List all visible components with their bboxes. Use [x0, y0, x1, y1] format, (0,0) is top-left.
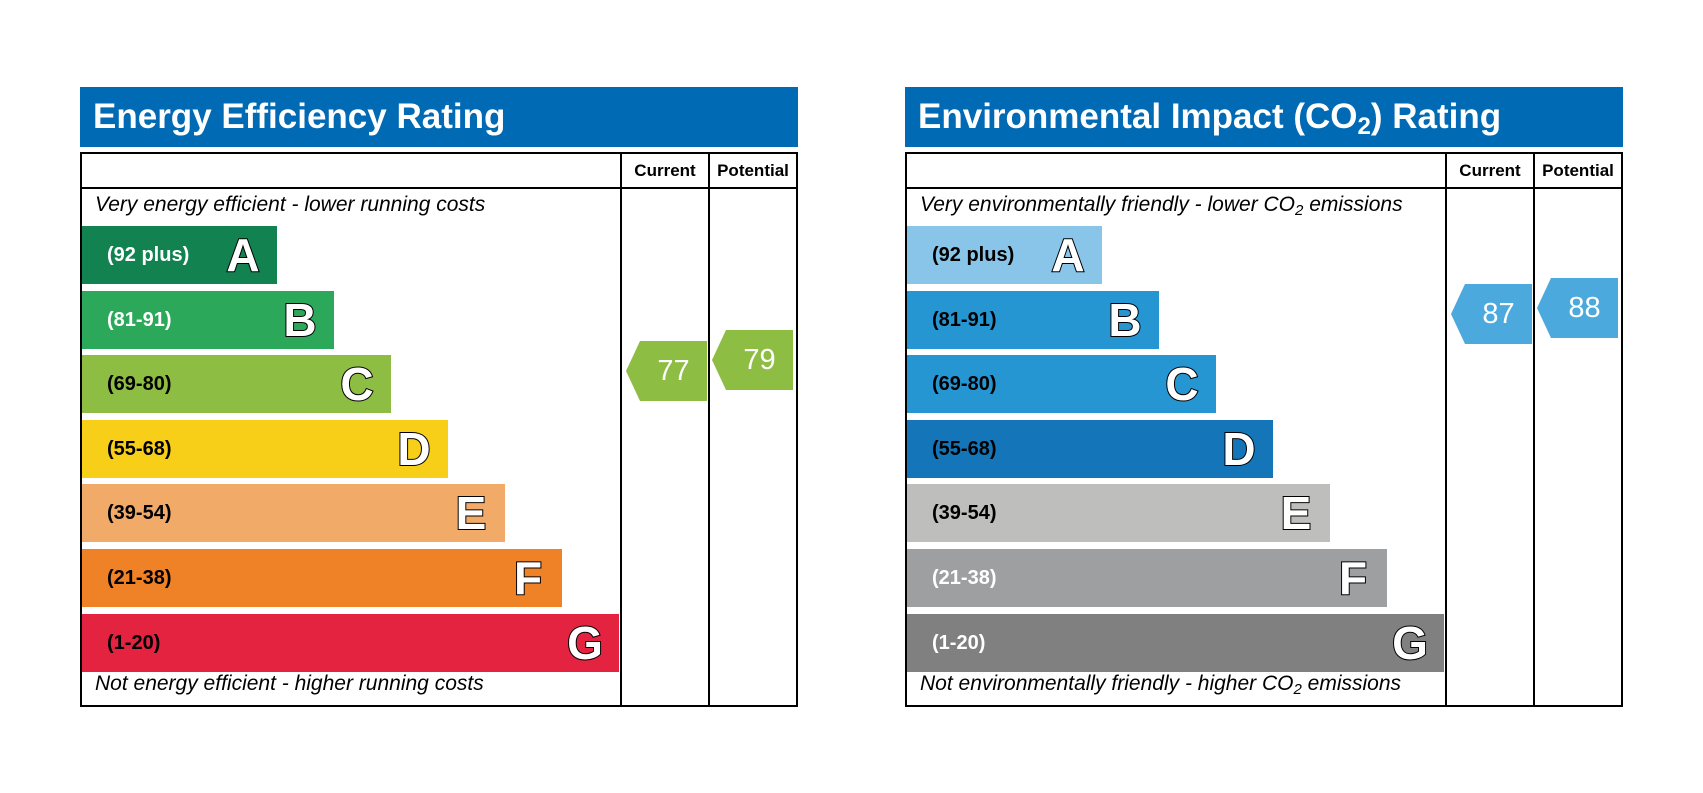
band-letter-text: D	[1222, 423, 1255, 475]
bottom-note: Not environmentally friendly - higher CO…	[920, 672, 1402, 698]
column-header-potential: Potential	[717, 161, 789, 180]
column-header-potential: Potential	[1542, 161, 1614, 180]
column-divider-potential	[1533, 152, 1535, 707]
band-letter: D	[1221, 422, 1256, 476]
band-letter: A	[1050, 228, 1085, 282]
pointer-arrow-shape	[626, 341, 707, 402]
band-letter: D	[396, 422, 431, 476]
energy-efficiency-chart: Energy Efficiency Rating Current Potenti…	[80, 87, 798, 707]
column-divider-current	[620, 152, 622, 707]
band-letter: F	[513, 551, 543, 605]
column-divider-potential	[708, 152, 710, 707]
band-letter: B	[282, 293, 317, 347]
band-letter: G	[566, 616, 604, 670]
potential-rating-pointer: 88	[1537, 278, 1618, 338]
band-letter-text: C	[1165, 358, 1198, 410]
band-letter-text: G	[567, 617, 603, 669]
band-c: (69-80) C	[907, 355, 1216, 414]
pointer-arrow-shape	[712, 330, 793, 391]
band-b: (81-91) B	[82, 290, 334, 349]
band-range-label: (81-91)	[932, 308, 997, 331]
band-letter-text: E	[456, 487, 487, 539]
band-b: (81-91) B	[907, 290, 1159, 349]
band-letter-text: D	[397, 423, 430, 475]
band-range-label: (39-54)	[107, 502, 172, 525]
band-e: (39-54) E	[907, 484, 1330, 543]
band-letter: C	[1164, 357, 1199, 411]
band-letter: E	[455, 486, 488, 540]
pointer-arrow-shape	[1537, 278, 1618, 338]
current-rating-value: 77	[657, 355, 690, 388]
band-letter-text: F	[1339, 552, 1367, 604]
pointer-arrow-shape	[1451, 283, 1532, 344]
band-letter: B	[1107, 293, 1142, 347]
current-rating-value: 87	[1482, 297, 1515, 330]
band-range-label: (55-68)	[932, 437, 997, 460]
band-c: (69-80) C	[82, 355, 391, 414]
chart-frame	[905, 152, 1623, 707]
band-range-label: (81-91)	[107, 308, 172, 331]
column-divider-current	[1445, 152, 1447, 707]
band-letter: E	[1280, 486, 1313, 540]
chart-title: Energy Efficiency Rating	[80, 87, 798, 147]
band-f: (21-38) F	[907, 549, 1387, 607]
band-range-label: (1-20)	[107, 631, 161, 654]
environmental-impact-chart: Environmental Impact (CO2) Rating Curren…	[905, 87, 1623, 707]
column-header-current: Current	[1459, 161, 1521, 180]
band-d: (55-68) D	[907, 419, 1273, 478]
band-d: (55-68) D	[82, 419, 448, 478]
band-letter: C	[339, 357, 374, 411]
band-letter-text: B	[283, 294, 316, 346]
band-range-label: (39-54)	[932, 502, 997, 525]
band-g: (1-20) G	[82, 613, 619, 672]
band-a: (92 plus) A	[82, 226, 277, 284]
chart-frame	[80, 152, 798, 707]
top-note: Very environmentally friendly - lower CO…	[920, 193, 1403, 219]
potential-rating-value: 79	[743, 344, 776, 377]
chart-title: Environmental Impact (CO2) Rating	[905, 87, 1623, 147]
current-rating-pointer: 87	[1451, 283, 1532, 344]
header-divider	[80, 187, 798, 189]
band-e: (39-54) E	[82, 484, 505, 543]
band-range-label: (69-80)	[107, 373, 172, 396]
band-range-label: (21-38)	[107, 567, 172, 589]
band-letter-text: B	[1108, 294, 1141, 346]
current-rating-pointer: 77	[626, 341, 707, 402]
band-a: (92 plus) A	[907, 226, 1102, 284]
band-range-label: (21-38)	[932, 567, 997, 589]
band-letter-text: E	[1281, 487, 1312, 539]
band-range-label: (55-68)	[107, 437, 172, 460]
band-range-label: (92 plus)	[932, 244, 1015, 266]
band-letter-text: A	[226, 229, 259, 281]
column-header-current: Current	[634, 161, 696, 180]
band-letter: F	[1338, 551, 1368, 605]
band-letter: A	[225, 228, 260, 282]
band-letter-text: G	[1392, 617, 1428, 669]
header-divider	[905, 187, 1623, 189]
band-letter-text: C	[340, 358, 373, 410]
band-g: (1-20) G	[907, 613, 1444, 672]
potential-rating-value: 88	[1568, 292, 1601, 324]
top-note: Very energy efficient - lower running co…	[95, 193, 486, 216]
band-letter-text: F	[514, 552, 542, 604]
potential-rating-pointer: 79	[712, 330, 793, 391]
band-range-label: (1-20)	[932, 631, 986, 654]
band-range-label: (92 plus)	[107, 244, 190, 266]
band-letter-text: A	[1051, 229, 1084, 281]
band-letter: G	[1391, 616, 1429, 670]
band-range-label: (69-80)	[932, 373, 997, 396]
band-f: (21-38) F	[82, 549, 562, 607]
bottom-note: Not energy efficient - higher running co…	[95, 672, 484, 695]
